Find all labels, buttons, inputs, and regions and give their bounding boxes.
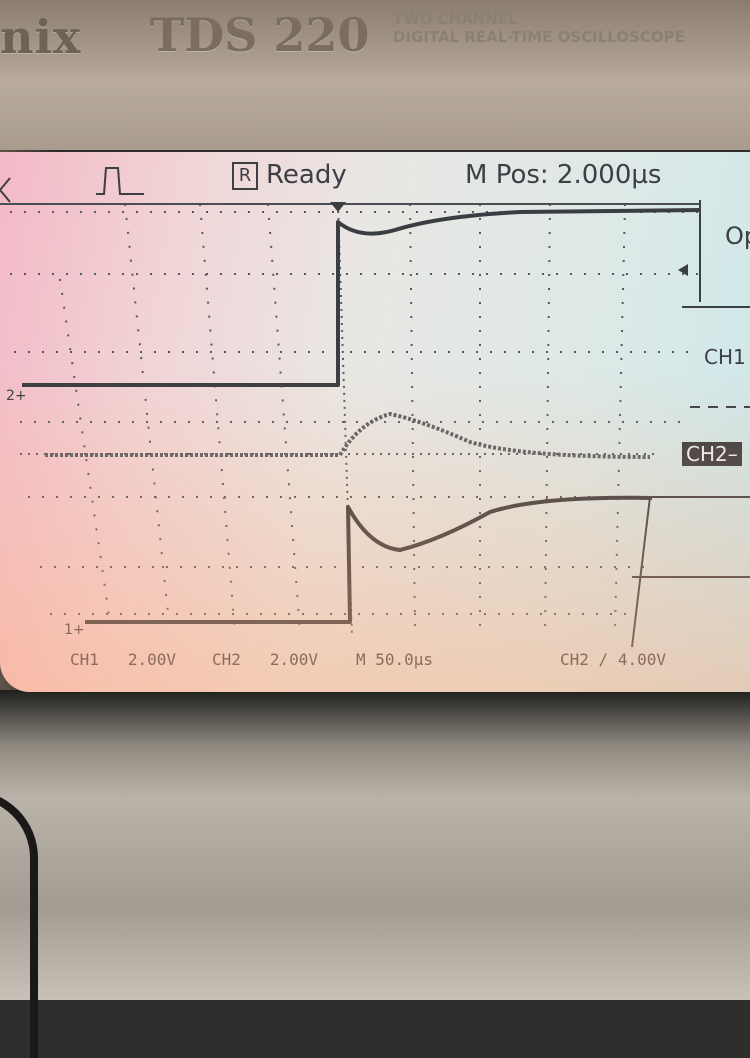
timebase-readout: M 50.0µs xyxy=(356,650,433,669)
brand-logo: nix xyxy=(0,10,81,64)
menu-top-item[interactable]: Op xyxy=(725,222,750,250)
ch1-label: CH1 xyxy=(70,650,99,669)
model-subtitle-line1: TWO CHANNEL xyxy=(393,10,750,28)
oscilloscope-screen: R Ready M Pos: 2.000µs 2+ 1+ CH1 2.00V CH… xyxy=(0,152,750,692)
trigger-state-text: Ready xyxy=(266,160,347,190)
ch2-scale-readout: CH2 2.00V xyxy=(212,650,318,669)
horizontal-position-readout: M Pos: 2.000µs xyxy=(465,160,661,190)
oscilloscope-top-bezel: nix TDS 220 TWO CHANNEL DIGITAL REAL-TIM… xyxy=(0,0,750,150)
trigger-level: 4.00V xyxy=(618,650,666,669)
ch2-marker-number: 2 xyxy=(6,388,15,404)
model-subtitle-line2: DIGITAL REAL-TIME OSCILLOSCOPE xyxy=(393,28,750,46)
trigger-source: CH2 xyxy=(560,650,589,669)
left-arrow-icon xyxy=(0,178,10,202)
ch2-scale: 2.00V xyxy=(270,650,318,669)
menu-ch1-item[interactable]: CH1 xyxy=(704,345,746,369)
trigger-readout: CH2 ∕ 4.00V xyxy=(560,650,666,669)
rising-edge-icon: ∕ xyxy=(599,650,609,669)
bottom-bezel xyxy=(0,690,750,1000)
ch2-label: CH2 xyxy=(212,650,241,669)
trigger-position-marker xyxy=(330,202,346,212)
menu-ch2-item[interactable]: CH2– xyxy=(682,442,742,466)
menu-frame xyxy=(632,200,750,647)
ch2-step-trace xyxy=(85,498,652,622)
graticule-and-traces xyxy=(0,152,750,692)
probe-cable xyxy=(0,790,38,1058)
model-name: TDS 220 xyxy=(150,8,369,62)
ch2-ground-marker: 2+ xyxy=(6,388,27,404)
ch1-scale: 2.00V xyxy=(128,650,176,669)
pulse-glyph-icon xyxy=(96,168,144,194)
model-subtitle: TWO CHANNEL DIGITAL REAL-TIME OSCILLOSCO… xyxy=(393,10,750,46)
graticule-center-axes xyxy=(10,204,700,637)
graticule-grid xyxy=(10,204,700,632)
trigger-status: R Ready xyxy=(232,160,347,190)
ch2-bump-trace xyxy=(45,414,650,457)
ch1-marker-number: 1 xyxy=(64,622,73,638)
ch1-scale-readout: CH1 2.00V xyxy=(70,650,176,669)
ch1-ground-marker: 1+ xyxy=(64,622,85,638)
graticule-frame xyxy=(0,200,700,307)
ch1-trace xyxy=(22,210,700,385)
ready-state-icon: R xyxy=(232,162,258,190)
